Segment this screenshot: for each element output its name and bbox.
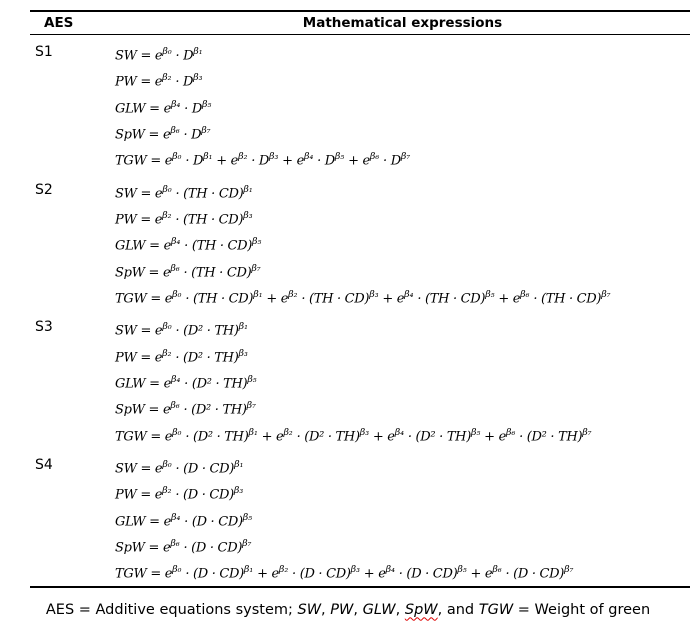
table-top-rule [30, 10, 690, 12]
table-body: S1 SW = eβ₀ · Dβ₁ PW = eβ₂ · Dβ₃ GLW = eβ₄… [30, 35, 690, 586]
table-bottom-rule [30, 585, 690, 588]
footnote: AES = Additive equations system; SW, PW,… [0, 595, 696, 627]
equation: SpW = eβ₆ · (TH · CD)β₇ [115, 262, 261, 280]
footnote-segment: , and [437, 601, 479, 618]
equation-list: SW = eβ₀ · (D · CD)β₁ PW = eβ₂ · (D · CD)… [115, 454, 690, 586]
footnote-segment: = Weight of green [513, 601, 651, 618]
table-header: AES Mathematical expressions [30, 12, 690, 34]
footnote-segment: AES = Additive equations system; [45, 601, 298, 618]
table-section: S3 SW = eβ₀ · (D² · TH)β₁ PW = eβ₂ · (D² … [30, 310, 690, 448]
footnote-segment: , [321, 601, 331, 618]
table-section: S2 SW = eβ₀ · (TH · CD)β₁ PW = eβ₂ · (TH … [30, 173, 690, 311]
equation: SW = eβ₀ · (TH · CD)β₁ [115, 183, 253, 201]
expressions-table: AES Mathematical expressions S1 SW = eβ₀… [30, 10, 690, 588]
footnote-segment: SW [297, 601, 322, 618]
footnote-segment: , [353, 601, 363, 618]
footnote-segment: PW [330, 601, 354, 618]
equation: SW = eβ₀ · (D · CD)β₁ [115, 458, 244, 477]
table-section: S4 SW = eβ₀ · (D · CD)β₁ PW = eβ₂ · (D · … [30, 448, 690, 586]
equation: PW = eβ₂ · (D² · TH)β₃ [115, 347, 248, 365]
section-label: S3 [35, 319, 53, 336]
footnote-segment: , [395, 601, 405, 618]
section-label: S1 [35, 44, 53, 60]
equation: GLW = eβ₄ · (TH · CD)β₅ [115, 236, 262, 254]
footnote-segment: TGW [478, 601, 514, 618]
equation: TGW = eβ₀ · (D · CD)β₁ + eβ₂ · (D · CD)β… [115, 564, 574, 582]
equation: SW = eβ₀ · Dβ₁ [115, 46, 203, 64]
column-header-expressions: Mathematical expressions [302, 15, 503, 31]
equation: TGW = eβ₀ · (TH · CD)β₁ + eβ₂ · (TH · CD… [115, 288, 611, 307]
equation: SW = eβ₀ · (D² · TH)β₁ [115, 321, 248, 339]
table-section: S1 SW = eβ₀ · Dβ₁ PW = eβ₂ · Dβ₃ GLW = eβ₄… [30, 35, 690, 173]
equation: PW = eβ₂ · (D · CD)β₃ [115, 485, 244, 503]
footnote-line: AES = Additive equations system; SW, PW,… [0, 595, 696, 625]
equation: GLW = eβ₄ · Dβ₅ [115, 98, 212, 116]
footnote-segment: SpW [404, 601, 438, 618]
equation-list: SW = eβ₀ · (TH · CD)β₁ PW = eβ₂ · (TH · C… [115, 179, 690, 311]
equation: SpW = eβ₆ · (D · CD)β₇ [115, 537, 252, 556]
section-label: S2 [35, 181, 53, 198]
equation: PW = eβ₂ · Dβ₃ [115, 72, 203, 90]
equation-list: SW = eβ₀ · (D² · TH)β₁ PW = eβ₂ · (D² · T… [115, 316, 690, 448]
equation: TGW = eβ₀ · Dβ₁ + eβ₂ · Dβ₃ + eβ₄ · Dβ₅ … [115, 151, 411, 169]
equation-list: SW = eβ₀ · Dβ₁ PW = eβ₂ · Dβ₃ GLW = eβ₄ · … [115, 41, 690, 173]
equation: PW = eβ₂ · (TH · CD)β₃ [115, 209, 253, 228]
footnote-segment: GLW [362, 601, 396, 618]
header-rule [30, 34, 690, 35]
equation: SpW = eβ₆ · (D² · TH)β₇ [115, 400, 256, 418]
equation: GLW = eβ₄ · (D · CD)β₅ [115, 511, 253, 529]
column-header-aes: AES [44, 15, 74, 31]
equation: TGW = eβ₀ · (D² · TH)β₁ + eβ₂ · (D² · TH… [115, 426, 592, 444]
section-label: S4 [35, 456, 53, 473]
equation: SpW = eβ₆ · Dβ₇ [115, 124, 211, 143]
equation: GLW = eβ₄ · (D² · TH)β₅ [115, 373, 257, 392]
